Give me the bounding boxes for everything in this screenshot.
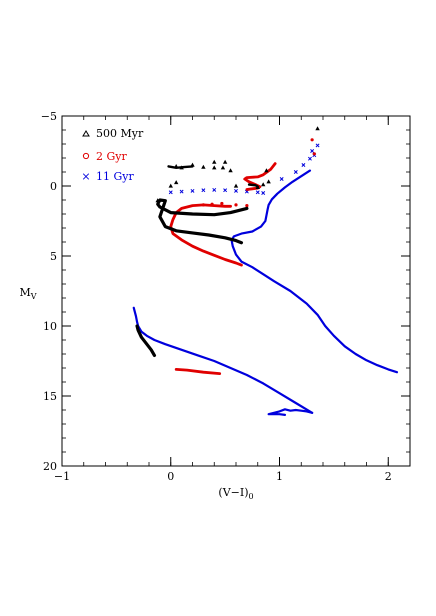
data-point (220, 165, 226, 170)
data-point (212, 187, 217, 192)
x-tick-label: 1 (276, 470, 283, 483)
data-point (179, 165, 184, 170)
legend-marker-circle-icon (82, 152, 90, 160)
data-point (315, 126, 320, 131)
data-point (260, 182, 266, 187)
data-point (266, 179, 271, 184)
data-point (261, 191, 266, 195)
y-tick-label: −5 (41, 110, 57, 123)
data-point (234, 203, 238, 207)
y-tick-label: 0 (50, 180, 57, 193)
x-tick-labels: −1 0 1 2 (54, 470, 392, 483)
series-dense-segment (167, 165, 194, 170)
y-tick-label: 5 (50, 250, 57, 263)
legend-label-1: 2 Gyr (96, 150, 127, 163)
data-point (179, 189, 184, 194)
data-point (190, 162, 195, 167)
legend-label-2: 11 Gyr (96, 170, 134, 183)
data-point (228, 168, 233, 173)
series-curve (169, 203, 243, 267)
data-point (223, 188, 228, 193)
data-point (190, 188, 195, 193)
legend-item-0: 500 Myr (82, 127, 144, 140)
data-point (315, 143, 320, 148)
series-curve (174, 368, 222, 375)
data-point (201, 188, 206, 193)
data-point (168, 190, 173, 195)
data-point (210, 202, 214, 206)
y-axis-title-sub: V (30, 292, 37, 301)
series-curve (156, 198, 249, 245)
series-500-myr (135, 126, 320, 357)
data-point (173, 180, 179, 185)
series-curve (132, 306, 314, 414)
series-dense-segment (247, 183, 259, 188)
legend-marker-cross-icon: × (81, 170, 90, 183)
y-axis-title: MV (19, 286, 36, 301)
data-point (310, 149, 315, 153)
y-axis-title-main: M (19, 286, 30, 299)
data-point (307, 156, 312, 161)
x-tick-label: 2 (385, 470, 392, 483)
data-point (233, 183, 239, 188)
data-point (173, 164, 179, 168)
series-curve (230, 169, 399, 374)
data-point (293, 170, 298, 174)
x-ticks (61, 116, 411, 466)
data-point (312, 152, 316, 156)
data-point (279, 177, 284, 181)
data-point (310, 138, 314, 142)
data-point (234, 188, 238, 193)
series-curve (135, 324, 157, 357)
data-point (212, 165, 217, 170)
legend-item-2: × 11 Gyr (81, 170, 134, 183)
data-point (201, 203, 205, 207)
y-tick-label: 20 (43, 460, 57, 473)
legend-label-0: 500 Myr (96, 127, 144, 140)
y-ticks (62, 115, 410, 467)
data-point (168, 183, 173, 188)
x-axis-title-main: (V−I) (218, 486, 248, 499)
data-point (201, 164, 206, 169)
data-point (255, 190, 260, 195)
data-point (245, 204, 249, 208)
data-point (155, 198, 160, 203)
legend-item-1: 2 Gyr (82, 150, 127, 163)
data-point (255, 185, 260, 189)
series-2-gyr (169, 138, 316, 375)
x-tick-label: −1 (54, 470, 70, 483)
x-tick-label: 0 (167, 470, 174, 483)
y-tick-label: 15 (43, 390, 57, 403)
data-point (301, 163, 306, 167)
series-curve (267, 408, 314, 416)
series-layer (132, 126, 399, 416)
legend-marker-triangle-icon (82, 130, 90, 137)
y-tick-label: 10 (43, 320, 57, 333)
data-point (220, 201, 224, 206)
series-11-gyr (132, 143, 399, 416)
x-axis-title: (V−I)0 (218, 486, 253, 501)
plot-frame (61, 115, 411, 467)
data-point (212, 159, 217, 164)
x-axis-title-sub: 0 (249, 492, 254, 501)
data-point (222, 159, 228, 164)
legend: 500 Myr 2 Gyr × 11 Gyr (81, 127, 144, 183)
y-tick-labels: −5 0 5 10 15 20 (41, 110, 57, 473)
data-point (264, 168, 269, 173)
